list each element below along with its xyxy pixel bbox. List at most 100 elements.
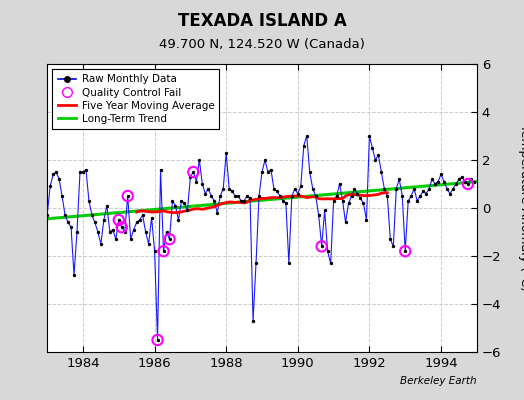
Point bbox=[467, 176, 475, 182]
Point bbox=[201, 190, 210, 197]
Point bbox=[452, 181, 460, 187]
Point bbox=[398, 193, 407, 199]
Point bbox=[314, 212, 323, 218]
Point bbox=[309, 186, 317, 192]
Point bbox=[285, 260, 293, 266]
Point bbox=[371, 157, 379, 163]
Point bbox=[449, 186, 457, 192]
Point bbox=[67, 224, 75, 230]
Point bbox=[470, 178, 478, 185]
Point bbox=[180, 200, 189, 206]
Point bbox=[165, 236, 173, 242]
Point bbox=[198, 181, 206, 187]
Point bbox=[156, 166, 165, 173]
Point bbox=[404, 198, 412, 204]
Point bbox=[231, 193, 239, 199]
Point bbox=[389, 243, 398, 250]
Point bbox=[46, 183, 54, 190]
Point bbox=[326, 260, 335, 266]
Point bbox=[174, 217, 183, 223]
Point bbox=[267, 166, 275, 173]
Text: TEXADA ISLAND A: TEXADA ISLAND A bbox=[178, 12, 346, 30]
Point bbox=[147, 214, 156, 221]
Point bbox=[344, 200, 353, 206]
Point bbox=[183, 207, 192, 214]
Point bbox=[94, 229, 102, 235]
Point bbox=[117, 224, 126, 230]
Point bbox=[386, 236, 395, 242]
Point bbox=[49, 171, 57, 178]
Point bbox=[85, 198, 93, 204]
Point bbox=[332, 193, 341, 199]
Point bbox=[443, 186, 451, 192]
Point bbox=[270, 186, 278, 192]
Point bbox=[392, 186, 400, 192]
Point bbox=[419, 188, 427, 194]
Point bbox=[91, 219, 99, 226]
Point bbox=[76, 169, 84, 175]
Point bbox=[341, 219, 350, 226]
Point bbox=[291, 186, 299, 192]
Point bbox=[321, 207, 329, 214]
Point bbox=[159, 248, 168, 254]
Point bbox=[207, 193, 215, 199]
Point bbox=[124, 193, 132, 199]
Point bbox=[255, 193, 263, 199]
Point bbox=[43, 212, 51, 218]
Point bbox=[70, 272, 78, 278]
Point bbox=[407, 193, 416, 199]
Point bbox=[210, 198, 219, 204]
Point bbox=[282, 200, 290, 206]
Point bbox=[82, 166, 90, 173]
Point bbox=[401, 248, 409, 254]
Point bbox=[150, 248, 159, 254]
Legend: Raw Monthly Data, Quality Control Fail, Five Year Moving Average, Long-Term Tren: Raw Monthly Data, Quality Control Fail, … bbox=[52, 69, 220, 129]
Point bbox=[195, 157, 203, 163]
Point bbox=[117, 224, 126, 230]
Point bbox=[115, 217, 123, 223]
Point bbox=[106, 229, 114, 235]
Point bbox=[103, 202, 111, 209]
Y-axis label: Temperature Anomaly (°C): Temperature Anomaly (°C) bbox=[518, 124, 524, 292]
Point bbox=[347, 193, 356, 199]
Point bbox=[395, 176, 403, 182]
Point bbox=[115, 217, 123, 223]
Point bbox=[437, 171, 445, 178]
Point bbox=[359, 200, 368, 206]
Point bbox=[159, 248, 168, 254]
Point bbox=[464, 181, 472, 187]
Point bbox=[302, 133, 311, 139]
Point bbox=[64, 219, 72, 226]
Text: 49.700 N, 124.520 W (Canada): 49.700 N, 124.520 W (Canada) bbox=[159, 38, 365, 51]
Point bbox=[276, 193, 284, 199]
Point bbox=[192, 178, 201, 185]
Point bbox=[446, 190, 454, 197]
Point bbox=[305, 169, 314, 175]
Point bbox=[300, 142, 308, 149]
Point bbox=[138, 212, 147, 218]
Point bbox=[165, 236, 173, 242]
Point bbox=[272, 188, 281, 194]
Point bbox=[380, 186, 388, 192]
Point bbox=[96, 241, 105, 247]
Point bbox=[204, 186, 212, 192]
Point bbox=[189, 169, 198, 175]
Point bbox=[258, 169, 266, 175]
Point bbox=[461, 178, 469, 185]
Point bbox=[121, 229, 129, 235]
Point bbox=[413, 198, 421, 204]
Point bbox=[330, 198, 338, 204]
Point bbox=[240, 198, 248, 204]
Point bbox=[73, 229, 81, 235]
Point bbox=[243, 193, 252, 199]
Point bbox=[141, 229, 150, 235]
Point bbox=[431, 181, 439, 187]
Point bbox=[464, 181, 472, 187]
Point bbox=[177, 198, 185, 204]
Point bbox=[237, 198, 245, 204]
Point bbox=[293, 190, 302, 197]
Point bbox=[362, 217, 370, 223]
Point bbox=[455, 176, 463, 182]
Point bbox=[374, 152, 383, 158]
Point bbox=[383, 193, 391, 199]
